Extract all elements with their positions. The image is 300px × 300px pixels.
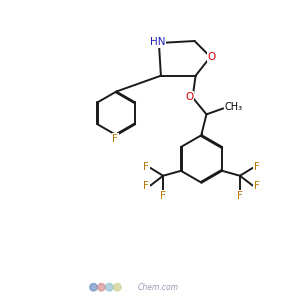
Text: F: F [112,134,118,144]
Text: F: F [143,162,149,172]
Text: F: F [143,181,149,191]
Circle shape [90,284,97,291]
Circle shape [113,284,121,291]
Text: CH₃: CH₃ [224,102,242,112]
Text: O: O [207,52,216,62]
Text: HN: HN [150,37,166,47]
Text: F: F [254,162,260,172]
Text: F: F [254,181,260,191]
Text: Chem.com: Chem.com [138,283,179,292]
Text: F: F [237,190,243,201]
Text: F: F [160,190,166,201]
Text: O: O [185,92,194,102]
Circle shape [98,284,105,291]
Circle shape [106,284,113,291]
